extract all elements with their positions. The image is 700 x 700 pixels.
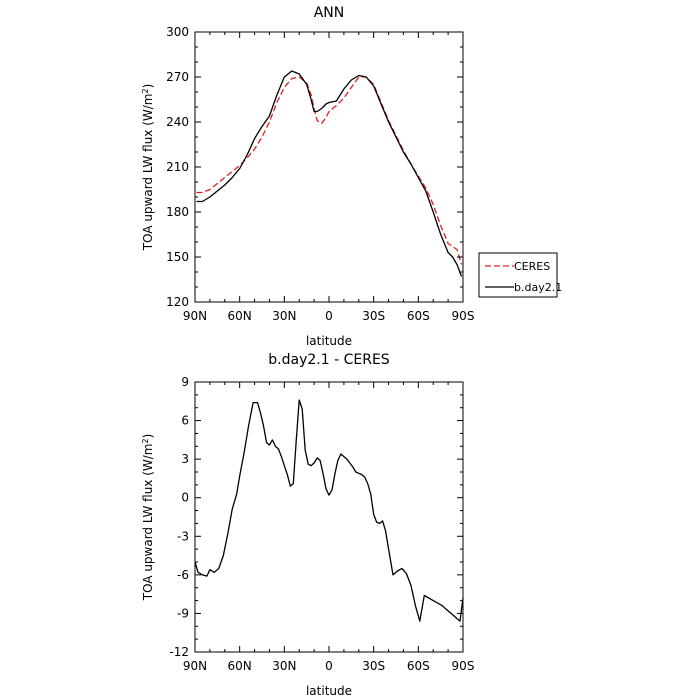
legend-box xyxy=(478,252,558,298)
bottom-plot-frame xyxy=(194,381,464,653)
top-plot-frame xyxy=(194,31,464,303)
bottom-y-axis-title-main: TOA upward LW flux (W/m xyxy=(141,444,155,602)
top-x-tick-label: 60N xyxy=(228,309,252,323)
top-y-axis-title-main: TOA upward LW flux (W/m xyxy=(141,94,155,252)
legend-label-ceres: CERES xyxy=(514,260,550,273)
bottom-series-group xyxy=(194,399,464,622)
top-x-tick-label: 60S xyxy=(407,309,430,323)
top-y-tick-label: 210 xyxy=(166,160,189,174)
top-x-tick-label: 30S xyxy=(362,309,385,323)
bottom-y-tick-label: 3 xyxy=(181,452,189,466)
top-y-axis-title-sup: 2 xyxy=(141,88,150,93)
bottom-x-tick-label: 0 xyxy=(325,659,333,673)
top-series-line-ceres xyxy=(196,76,463,265)
bottom-y-tick-label: -3 xyxy=(177,529,189,543)
top-y-axis-title: TOA upward LW flux (W/m2) xyxy=(141,84,155,252)
bottom-y-tick-label: 6 xyxy=(181,414,189,428)
bottom-x-tick-label: 60S xyxy=(407,659,430,673)
top-series-group xyxy=(196,70,463,277)
bottom-x-tick-label: 90N xyxy=(183,659,207,673)
top-x-tick-label: 90S xyxy=(452,309,475,323)
bottom-x-tick-label: 90S xyxy=(452,659,475,673)
bottom-series-line-b-day2-1-ceres xyxy=(194,399,464,622)
bottom-y-axis-title-tail: ) xyxy=(141,434,155,439)
legend-label-model: b.day2.1 xyxy=(514,281,562,294)
bottom-y-axis-title-sup: 2 xyxy=(141,438,150,443)
top-x-tick-label: 30N xyxy=(272,309,296,323)
bottom-y-tick-label: -12 xyxy=(169,645,189,659)
bottom-ticks-group: 90N 60N 30N 0 30S 60S 90S -12 -9 -6 -3 0 3 6 9 xyxy=(169,375,474,673)
bottom-y-tick-label: 0 xyxy=(181,491,189,505)
bottom-x-axis-title: latitude xyxy=(306,684,352,698)
legend: CERES b.day2.1 xyxy=(478,252,562,298)
bottom-y-tick-label: 9 xyxy=(181,375,189,389)
top-plot-title: ANN xyxy=(314,5,345,21)
bottom-x-tick-label: 30S xyxy=(362,659,385,673)
bottom-plot-title: b.day2.1 - CERES xyxy=(268,352,389,368)
panel-top: ANN 90N 60N 30N 0 30S 60S 90S 120 150 180 210 240 27… xyxy=(141,5,562,348)
top-y-tick-label: 120 xyxy=(166,295,189,309)
bottom-y-tick-label: -6 xyxy=(177,568,189,582)
top-y-axis-title-tail: ) xyxy=(141,84,155,89)
bottom-y-tick-label: -9 xyxy=(177,606,189,620)
top-x-axis-title: latitude xyxy=(306,334,352,348)
top-y-tick-label: 240 xyxy=(166,115,189,129)
bottom-x-tick-label: 60N xyxy=(228,659,252,673)
top-x-tick-label: 90N xyxy=(183,309,207,323)
top-x-tick-label: 0 xyxy=(325,309,333,323)
top-ticks-group: 90N 60N 30N 0 30S 60S 90S 120 150 180 210 240 270 300 xyxy=(166,25,474,323)
top-y-tick-label: 300 xyxy=(166,25,189,39)
top-y-tick-label: 180 xyxy=(166,205,189,219)
panel-bottom: b.day2.1 - CERES 90N 60N 30N 0 30S 60S 90S -12 -… xyxy=(141,352,474,698)
top-y-tick-label: 150 xyxy=(166,250,189,264)
top-series-line-b-day2-1 xyxy=(196,70,463,277)
bottom-x-tick-label: 30N xyxy=(272,659,296,673)
top-y-tick-label: 270 xyxy=(166,70,189,84)
bottom-y-axis-title: TOA upward LW flux (W/m2) xyxy=(141,434,155,602)
